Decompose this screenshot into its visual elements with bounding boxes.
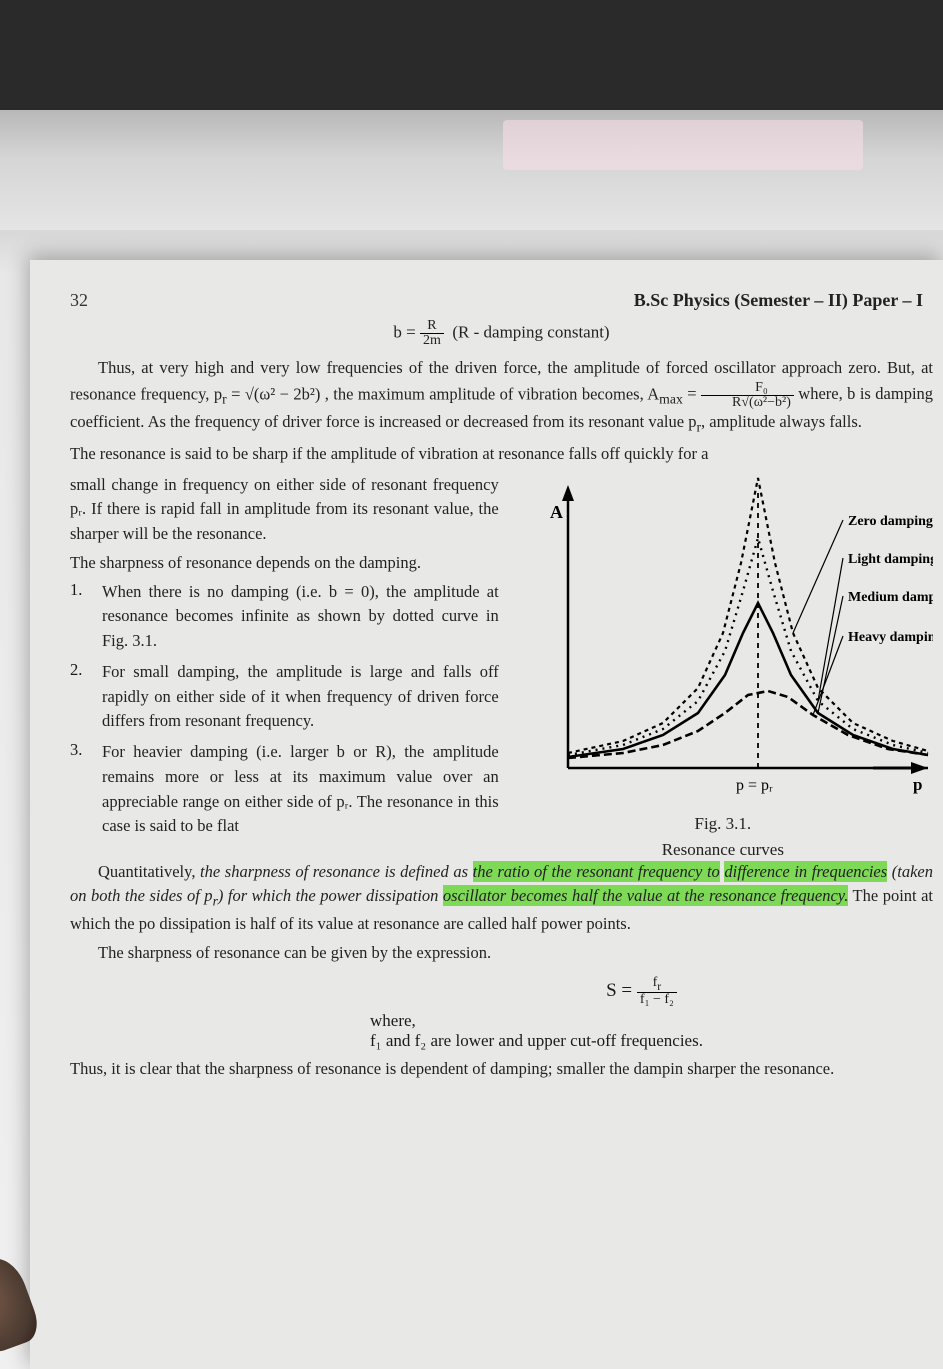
svg-text:p: p — [913, 775, 922, 794]
svg-text:Light damping: Light damping — [848, 552, 933, 567]
figure-number: Fig. 3.1. — [513, 814, 933, 834]
left-text-1: small change in frequency on either side… — [70, 473, 499, 547]
qb: the sharpness of resonance is defined as — [200, 862, 473, 881]
where-desc: f₁ and f₂ are lower and upper cut-off fr… — [370, 1031, 933, 1051]
background-dark — [0, 0, 943, 110]
list-item-3: 3. For heavier damping (i.e. larger b or… — [70, 740, 499, 839]
list-item-2: 2. For small damping, the amplitude is l… — [70, 660, 499, 734]
chart-svg: Ap p = pᵣ Zero damping Light damping Medium … — [513, 473, 933, 803]
list-text-2: For small damping, the amplitude is larg… — [102, 660, 499, 734]
p1a: Thus, at very high and very low frequenc… — [98, 358, 776, 377]
paragraph-2: The resonance is said to be sharp if the… — [70, 442, 933, 467]
resonance-chart: Ap p = pᵣ Zero damping Light damping Medium … — [513, 473, 933, 808]
pink-header-strip — [503, 120, 863, 170]
formula-b: b = R2m (R - damping constant) — [70, 319, 933, 348]
svg-text:p = pᵣ: p = pᵣ — [736, 777, 773, 794]
p1c: = √(ω² − 2b²) , the maximum amplitude of — [231, 384, 513, 403]
where-label: where, — [370, 1011, 933, 1031]
qhl1: the ratio of the resonant frequency to — [473, 861, 720, 882]
p1g: , amplitude always falls. — [701, 412, 862, 431]
list-text-1: When there is no damping (i.e. b = 0), t… — [102, 580, 499, 654]
right-column: Ap p = pᵣ Zero damping Light damping Medium … — [513, 473, 933, 860]
binder-strip — [0, 110, 943, 230]
svg-text:A: A — [550, 502, 563, 522]
qa: Quantitatively, — [98, 862, 200, 881]
two-column-region: small change in frequency on either side… — [70, 473, 933, 860]
left-column: small change in frequency on either side… — [70, 473, 499, 860]
quantitative-para: Quantitatively, the sharpness of resonan… — [70, 860, 933, 937]
svg-text:Heavy damping: Heavy damping — [848, 630, 933, 645]
qf: dissipation is half of its value at reso… — [159, 914, 630, 933]
list-num-1: 1. — [70, 580, 90, 654]
list-item-1: 1. When there is no damping (i.e. b = 0)… — [70, 580, 499, 654]
svg-text:Zero damping: Zero damping — [848, 514, 933, 529]
list-num-3: 3. — [70, 740, 90, 839]
page-header: B.Sc Physics (Semester – II) Paper – I — [634, 290, 923, 311]
qhl2: difference in frequencies — [724, 861, 887, 882]
textbook-page: 32 B.Sc Physics (Semester – II) Paper – … — [30, 260, 943, 1369]
list-num-2: 2. — [70, 660, 90, 734]
p1d: vibration becomes, A — [518, 384, 659, 403]
final-para: Thus, it is clear that the sharpness of … — [70, 1057, 933, 1082]
list-text-3: For heavier damping (i.e. larger b or R)… — [102, 740, 499, 839]
figure-caption: Resonance curves — [513, 840, 933, 860]
svg-text:Medium damping: Medium damping — [848, 590, 933, 605]
qhl3: oscillator becomes half the value at the… — [443, 885, 848, 906]
left-text-2: The sharpness of resonance depends on th… — [70, 551, 499, 576]
sharpness-formula: S = frf₁ − f₂ — [350, 976, 933, 1007]
qd: ) for which the power dissipation — [218, 886, 438, 905]
paragraph-1: Thus, at very high and very low frequenc… — [70, 356, 933, 438]
sharpness-line: The sharpness of resonance can be given … — [70, 941, 933, 966]
p1f: force is increased or decreased from its… — [326, 412, 697, 431]
